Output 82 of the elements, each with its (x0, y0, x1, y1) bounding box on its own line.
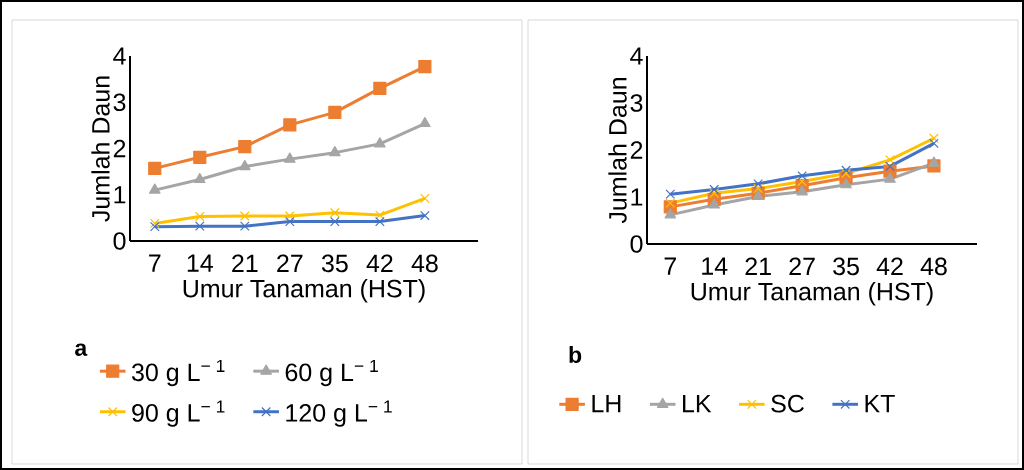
legend-label: LK (683, 394, 712, 413)
x-tick-label: 48 (411, 254, 438, 273)
x-tick-label: 21 (232, 254, 258, 272)
legend-label: 60 g L$^{− 1}$ (285, 359, 378, 387)
point (885, 161, 895, 172)
x-axis-title: Umur Tanaman (HST) (183, 279, 425, 303)
legend-label: LH (592, 394, 621, 413)
point (420, 193, 430, 204)
y-tick-label: 1 (631, 188, 643, 206)
x-tick-label: 48 (920, 257, 947, 276)
point (375, 210, 385, 220)
x-tick-label: 42 (366, 254, 393, 272)
x-tick-label: 35 (833, 257, 859, 276)
point (797, 176, 807, 187)
point (194, 221, 205, 232)
text: a (75, 343, 88, 356)
point (328, 105, 342, 120)
point (373, 81, 387, 95)
x-tick-label: 7 (664, 257, 676, 275)
y-tick-label: 4 (113, 47, 126, 65)
point (330, 207, 340, 218)
point (238, 140, 252, 154)
point (664, 208, 677, 219)
text: b (569, 346, 582, 363)
point (148, 161, 162, 175)
point (709, 184, 720, 195)
x-tick-label: 27 (789, 257, 815, 275)
point (284, 216, 295, 227)
legend-label: SC (771, 394, 804, 413)
x-tick-label: 35 (321, 254, 348, 273)
y-axis-title: Jumlah Daun (608, 78, 627, 224)
point (709, 188, 720, 199)
point (753, 178, 764, 189)
point (840, 178, 852, 189)
point (419, 116, 431, 128)
y-tick-label: 2 (630, 141, 643, 159)
x-tick-label: 42 (876, 257, 903, 275)
x-tick-label: 21 (745, 257, 771, 275)
point (194, 211, 205, 222)
y-tick-label: 4 (630, 47, 643, 65)
point (375, 216, 385, 227)
y-axis-title: Jumlah Daun (91, 76, 110, 222)
point (797, 171, 807, 181)
point (928, 156, 940, 167)
legend-label: 120 g L$^{− 1}$ (286, 400, 392, 427)
y-tick-label: 1 (114, 186, 126, 204)
point (284, 211, 295, 221)
point (284, 152, 296, 163)
point (330, 216, 340, 227)
x-axis-title: Umur Tanaman (HST) (691, 282, 933, 306)
legend-label: 30 g L$^{− 1}$ (131, 359, 225, 387)
point (239, 221, 250, 232)
x-tick-label: 27 (277, 254, 303, 272)
y-tick-label: 0 (113, 232, 126, 250)
point (194, 172, 206, 184)
point (884, 172, 896, 183)
y-tick-label: 0 (630, 235, 643, 253)
point (929, 138, 939, 149)
point (418, 60, 432, 74)
x-tick-label: 14 (702, 257, 728, 275)
y-tick-label: 3 (630, 94, 643, 112)
legend-label: 90 g L$^{− 1}$ (132, 400, 225, 427)
point (665, 198, 676, 208)
y-tick-label: 2 (113, 139, 126, 158)
point (796, 185, 808, 196)
point (148, 183, 161, 194)
point (374, 137, 386, 148)
point (283, 118, 297, 132)
point (708, 198, 721, 209)
point (239, 159, 251, 171)
point (929, 133, 939, 144)
x-tick-label: 14 (187, 254, 213, 272)
point (885, 155, 895, 165)
y-tick-label: 3 (113, 93, 126, 112)
point (239, 211, 250, 221)
point (193, 150, 207, 164)
point (665, 189, 676, 200)
x-tick-label: 7 (149, 254, 161, 272)
point (753, 183, 764, 194)
legend-label: KT (865, 394, 895, 413)
point (420, 210, 430, 221)
point (329, 146, 341, 157)
